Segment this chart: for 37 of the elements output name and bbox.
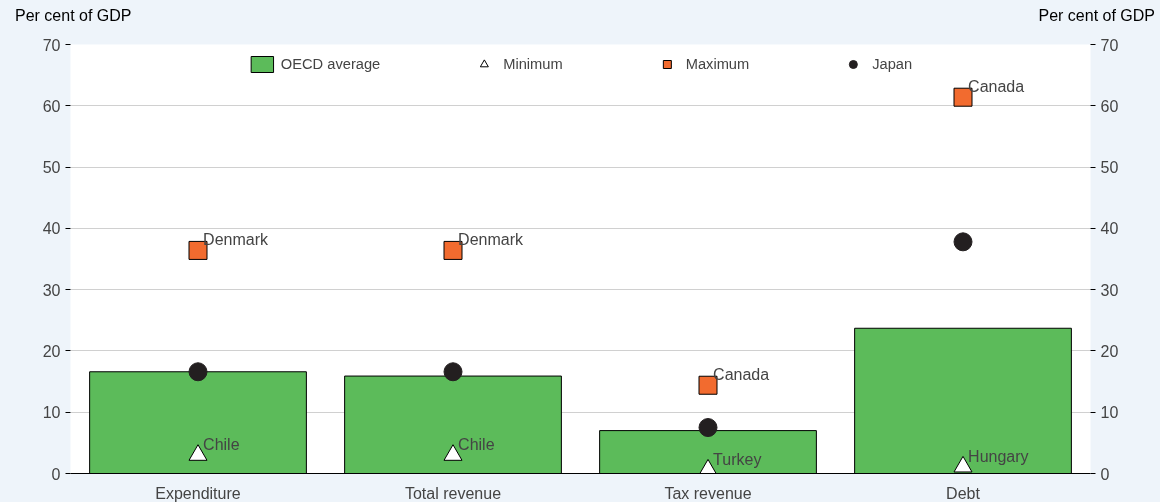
annotation: Chile: [203, 436, 240, 454]
annotation: Denmark: [458, 231, 525, 249]
annotation: Hungary: [968, 447, 1029, 465]
y-tick-label: 70: [42, 36, 61, 54]
y-tick-label: 40: [42, 220, 61, 238]
y-tick-label: 0: [51, 465, 61, 483]
x-tick-label: Expenditure: [155, 484, 241, 502]
y2-tick-label: 70: [1100, 36, 1119, 54]
y-tick-label: 10: [42, 404, 61, 422]
annotation: Canada: [968, 78, 1025, 96]
annotation: Chile: [458, 436, 495, 454]
y2-tick-label: 20: [1100, 342, 1119, 360]
legend-label: Maximum: [685, 56, 750, 72]
y2-tick-label: 50: [1100, 159, 1119, 177]
y-tick-label: 20: [42, 342, 61, 360]
annotation: Turkey: [713, 450, 762, 468]
annotation: Denmark: [203, 231, 270, 249]
point: [953, 232, 973, 252]
y2-tick-label: 60: [1100, 97, 1119, 115]
legend-label: OECD average: [280, 56, 381, 72]
y-axis-title: Per cent of GDP: [15, 6, 132, 26]
y2-tick-label: 10: [1100, 404, 1119, 422]
legend-label: Minimum: [503, 56, 563, 72]
y-tick-label: 50: [42, 159, 61, 177]
annotation: Canada: [713, 366, 770, 384]
y2-tick-label: 0: [1100, 465, 1110, 483]
x-tick-label: Tax revenue: [664, 484, 752, 502]
y-tick-label: 30: [42, 281, 61, 299]
point: [188, 362, 208, 382]
y2-axis-title: Per cent of GDP: [1038, 6, 1155, 26]
y2-tick-label: 40: [1100, 220, 1119, 238]
y-tick-label: 60: [42, 97, 61, 115]
legend-label: Japan: [872, 56, 913, 72]
x-tick-label: Total revenue: [404, 484, 502, 502]
x-tick-label: Debt: [946, 484, 981, 502]
y2-tick-label: 30: [1100, 281, 1119, 299]
point: [443, 362, 463, 382]
